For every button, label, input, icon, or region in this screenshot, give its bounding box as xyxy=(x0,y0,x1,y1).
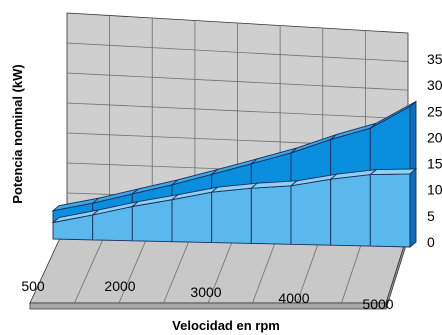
floor-front-edge xyxy=(29,302,387,310)
lower-band-front-segment xyxy=(171,191,213,244)
y-axis-title: Potencia nominal (kW) xyxy=(10,64,25,203)
y-tick-label: 35 xyxy=(427,51,442,67)
y-tick-label: 0 xyxy=(427,234,435,250)
lower-band-front-segment xyxy=(330,174,371,247)
lower-band-front-segment xyxy=(131,199,173,243)
lower-band-front-segment xyxy=(290,178,332,246)
chart-areas xyxy=(51,100,418,248)
wall-grid-hline xyxy=(66,72,409,91)
lower-band-front-segment xyxy=(211,187,252,244)
lower-band-front-segment xyxy=(250,185,292,245)
x-tick-label: 5000 xyxy=(362,296,393,312)
wall-grid-hline xyxy=(66,102,409,120)
y-tick-label: 30 xyxy=(427,77,442,93)
upper-band-side xyxy=(409,100,417,175)
wall-grid-hline xyxy=(66,42,409,62)
x-tick-label: 3000 xyxy=(190,284,221,300)
lower-band-front-segment xyxy=(369,173,411,248)
x-tick-label: 500 xyxy=(21,278,45,294)
y-tick-label: 20 xyxy=(427,129,442,145)
lower-band-top-segment xyxy=(369,168,418,176)
y-tick-label: 10 xyxy=(427,182,442,198)
y-tick-label: 25 xyxy=(427,103,442,119)
y-tick-label: 5 xyxy=(427,208,435,224)
y-tick-label: 15 xyxy=(427,156,442,172)
x-tick-label: 4000 xyxy=(278,290,309,306)
x-tick-label: 2000 xyxy=(104,278,135,294)
x-axis-title: Velocidad en rpm xyxy=(172,318,280,333)
x-tick-labels: 500 2000 3000 4000 5000 xyxy=(21,278,393,312)
y-tick-labels: 0 5 10 15 20 25 30 35 xyxy=(427,51,442,250)
lower-band-side xyxy=(409,167,417,248)
